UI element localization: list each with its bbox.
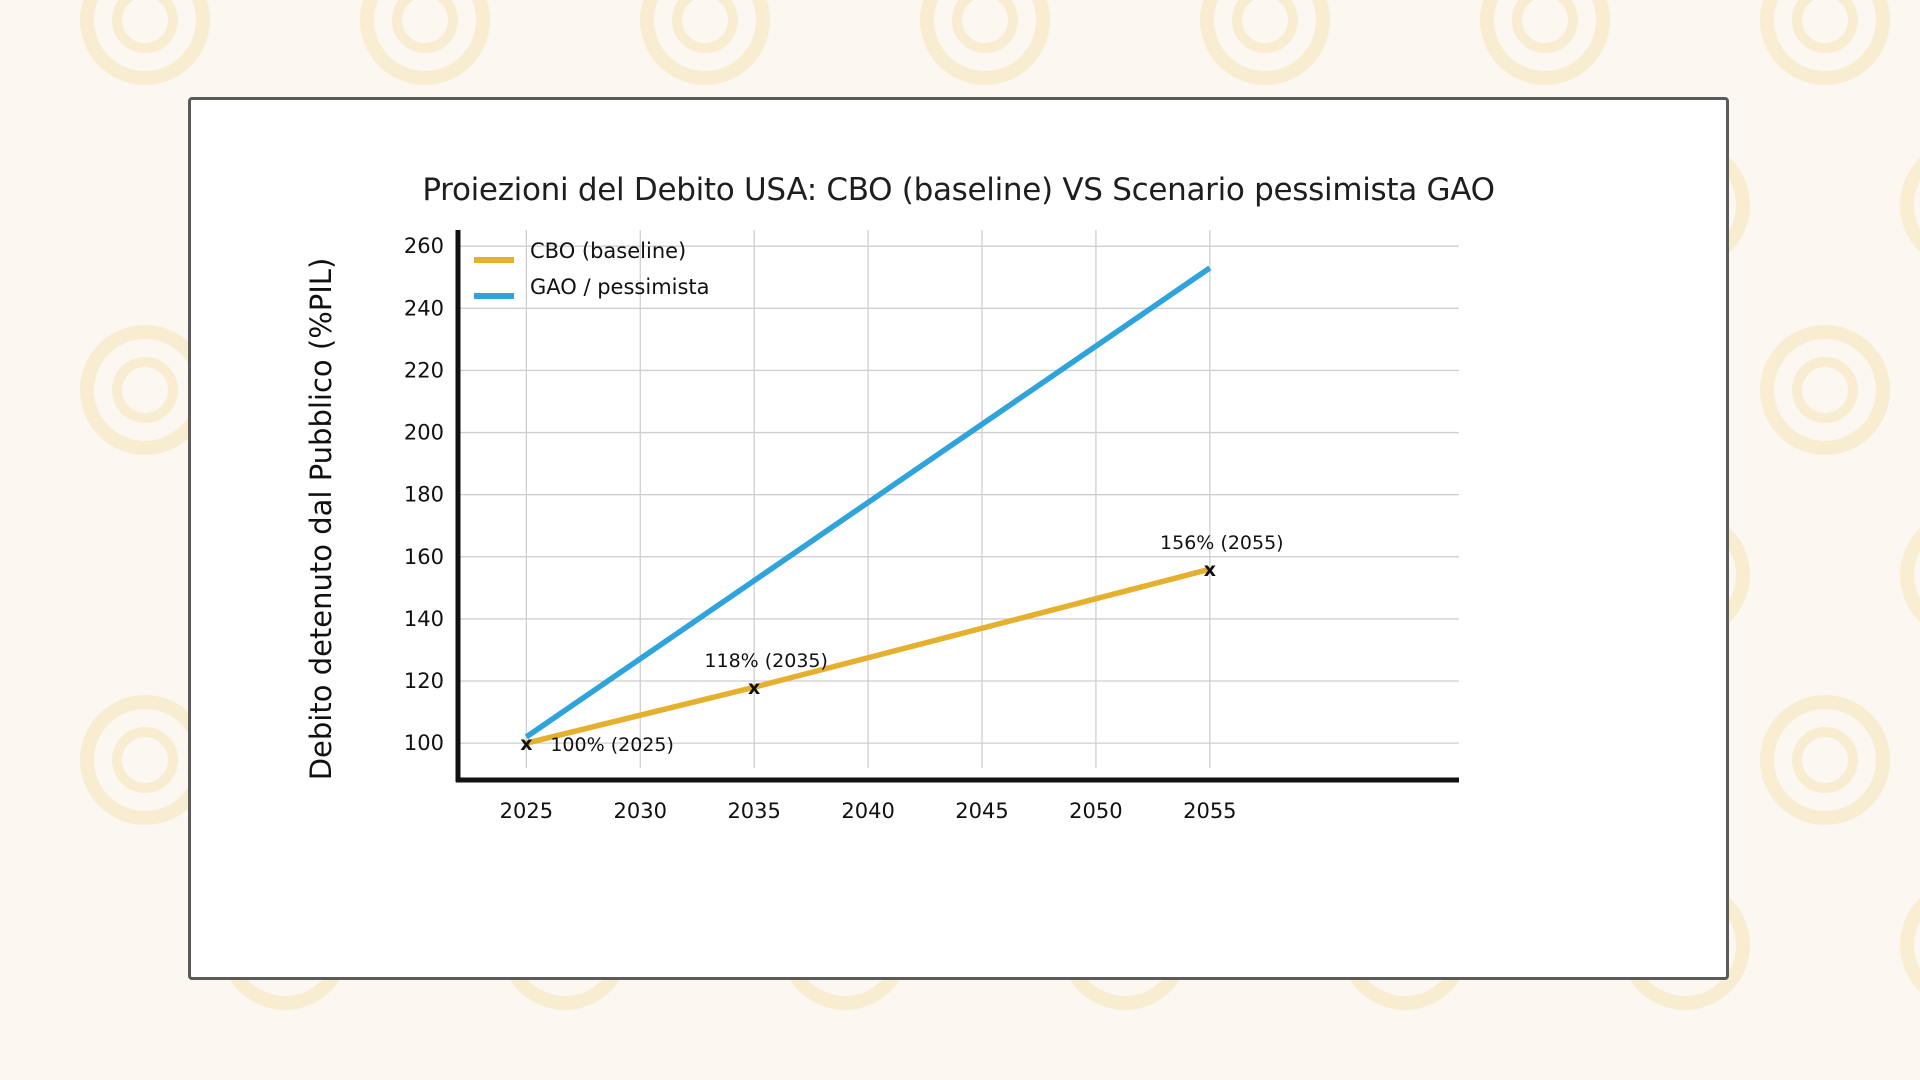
chart-card: 2025 2030 2035 2040 2045 2050 2055 100 120 140 160… [188, 97, 1729, 980]
data-label: 118% (2035) [704, 650, 828, 672]
legend-label: GAO / pessimista [530, 275, 710, 299]
pattern-ring [1792, 0, 1858, 53]
pattern-ring [640, 0, 770, 85]
pattern-emblem [1900, 528, 1920, 622]
y-axis-label: Debito detenuto dal Pubblico (%PIL) [304, 258, 338, 781]
pattern-ring [80, 325, 210, 455]
x-tick-label: 2045 [955, 799, 1008, 823]
y-tick-label: 220 [404, 358, 444, 382]
x-tick-label: 2055 [1183, 799, 1236, 823]
pattern-ring [1760, 325, 1890, 455]
pattern-ring [1900, 158, 1920, 252]
pattern-emblem [80, 0, 210, 85]
pattern-emblem [1900, 158, 1920, 252]
y-tick-label: 100 [404, 731, 444, 755]
legend-label: CBO (baseline) [530, 239, 686, 263]
y-tick-label: 120 [404, 669, 444, 693]
pattern-emblem [640, 0, 770, 85]
pattern-ring [1900, 528, 1920, 622]
x-tick-label: 2025 [500, 799, 553, 823]
pattern-ring [80, 695, 210, 825]
pattern-ring [80, 0, 210, 85]
pattern-ring [1760, 695, 1890, 825]
pattern-ring [920, 0, 1050, 85]
pattern-emblem [1200, 0, 1330, 85]
pattern-ring [112, 0, 178, 53]
data-point-marker: x [520, 733, 532, 755]
pattern-ring [360, 0, 490, 85]
series-line-cbo [525, 566, 1211, 746]
pattern-emblem [1900, 898, 1920, 992]
y-tick-label: 140 [404, 607, 444, 631]
pattern-ring [1900, 898, 1920, 992]
pattern-ring [1792, 357, 1858, 423]
pattern-ring [112, 357, 178, 423]
data-point-marker: x [1204, 559, 1216, 581]
pattern-emblem [1760, 325, 1890, 455]
data-label: 156% (2055) [1160, 532, 1284, 554]
pattern-emblem [80, 695, 210, 825]
x-tick-label: 2035 [727, 799, 780, 823]
pattern-ring [1200, 0, 1330, 85]
pattern-emblem [1760, 0, 1890, 85]
x-tick-label: 2030 [614, 799, 667, 823]
y-tick-label: 160 [404, 545, 444, 569]
y-tick-label: 240 [404, 296, 444, 320]
pattern-ring [672, 0, 738, 53]
line-chart: 2025 2030 2035 2040 2045 2050 2055 100 120 140 160… [304, 230, 1459, 823]
y-tick-label: 180 [404, 483, 444, 507]
x-tick-label: 2040 [841, 799, 894, 823]
data-label: 100% (2025) [550, 734, 674, 756]
plot-area: 2025 2030 2035 2040 2045 2050 2055 100 120 140 160… [404, 230, 1459, 823]
pattern-ring [1480, 0, 1610, 85]
pattern-ring [1232, 0, 1298, 53]
chart-title: Proiezioni del Debito USA: CBO (baseline… [422, 172, 1495, 208]
y-tick-label: 200 [404, 421, 444, 445]
pattern-ring [392, 0, 458, 53]
pattern-emblem [360, 0, 490, 85]
data-point-marker: x [748, 677, 760, 699]
series-line-gao [524, 265, 1212, 740]
pattern-ring [112, 727, 178, 793]
pattern-ring [1792, 727, 1858, 793]
pattern-emblem [920, 0, 1050, 85]
x-tick-label: 2050 [1069, 799, 1122, 823]
pattern-ring [1512, 0, 1578, 53]
y-tick-label: 260 [404, 234, 444, 258]
pattern-emblem [1480, 0, 1610, 85]
pattern-emblem [1760, 695, 1890, 825]
pattern-emblem [80, 325, 210, 455]
pattern-ring [1760, 0, 1890, 85]
pattern-ring [952, 0, 1018, 53]
